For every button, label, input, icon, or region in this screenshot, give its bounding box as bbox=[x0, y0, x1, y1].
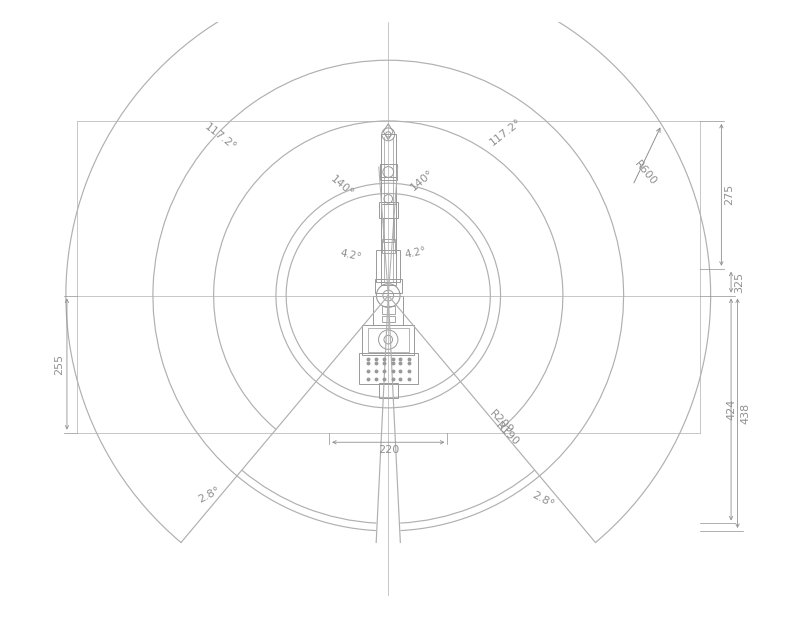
Text: R209: R209 bbox=[488, 408, 516, 436]
Text: 4.2°: 4.2° bbox=[339, 248, 362, 263]
Text: 2.8°: 2.8° bbox=[531, 490, 556, 510]
Bar bbox=[381, 239, 395, 253]
Text: 117.2°: 117.2° bbox=[488, 116, 523, 147]
Bar bbox=[368, 328, 409, 352]
Bar bbox=[381, 177, 396, 204]
Text: R600: R600 bbox=[633, 159, 659, 187]
Text: 140°: 140° bbox=[409, 168, 436, 193]
Bar bbox=[359, 353, 418, 384]
Text: 255: 255 bbox=[54, 353, 65, 375]
Bar bbox=[378, 383, 398, 397]
Bar bbox=[380, 164, 397, 180]
Bar bbox=[383, 218, 393, 242]
Text: R190: R190 bbox=[493, 420, 520, 448]
Text: 117.2°: 117.2° bbox=[202, 122, 238, 153]
Bar bbox=[377, 250, 400, 282]
Bar bbox=[381, 134, 396, 285]
Text: 4.2°: 4.2° bbox=[403, 245, 427, 260]
Bar bbox=[381, 316, 395, 323]
Text: 275: 275 bbox=[724, 184, 734, 205]
Bar bbox=[373, 295, 403, 325]
Bar bbox=[375, 279, 401, 293]
Text: 325: 325 bbox=[733, 271, 744, 293]
Bar bbox=[381, 306, 395, 315]
Bar bbox=[378, 201, 398, 218]
Text: 438: 438 bbox=[741, 402, 750, 424]
Text: 424: 424 bbox=[727, 399, 737, 420]
Text: 2.8°: 2.8° bbox=[196, 485, 222, 504]
Bar bbox=[362, 325, 414, 355]
Text: 140°: 140° bbox=[328, 174, 355, 198]
Text: 220: 220 bbox=[377, 445, 399, 455]
